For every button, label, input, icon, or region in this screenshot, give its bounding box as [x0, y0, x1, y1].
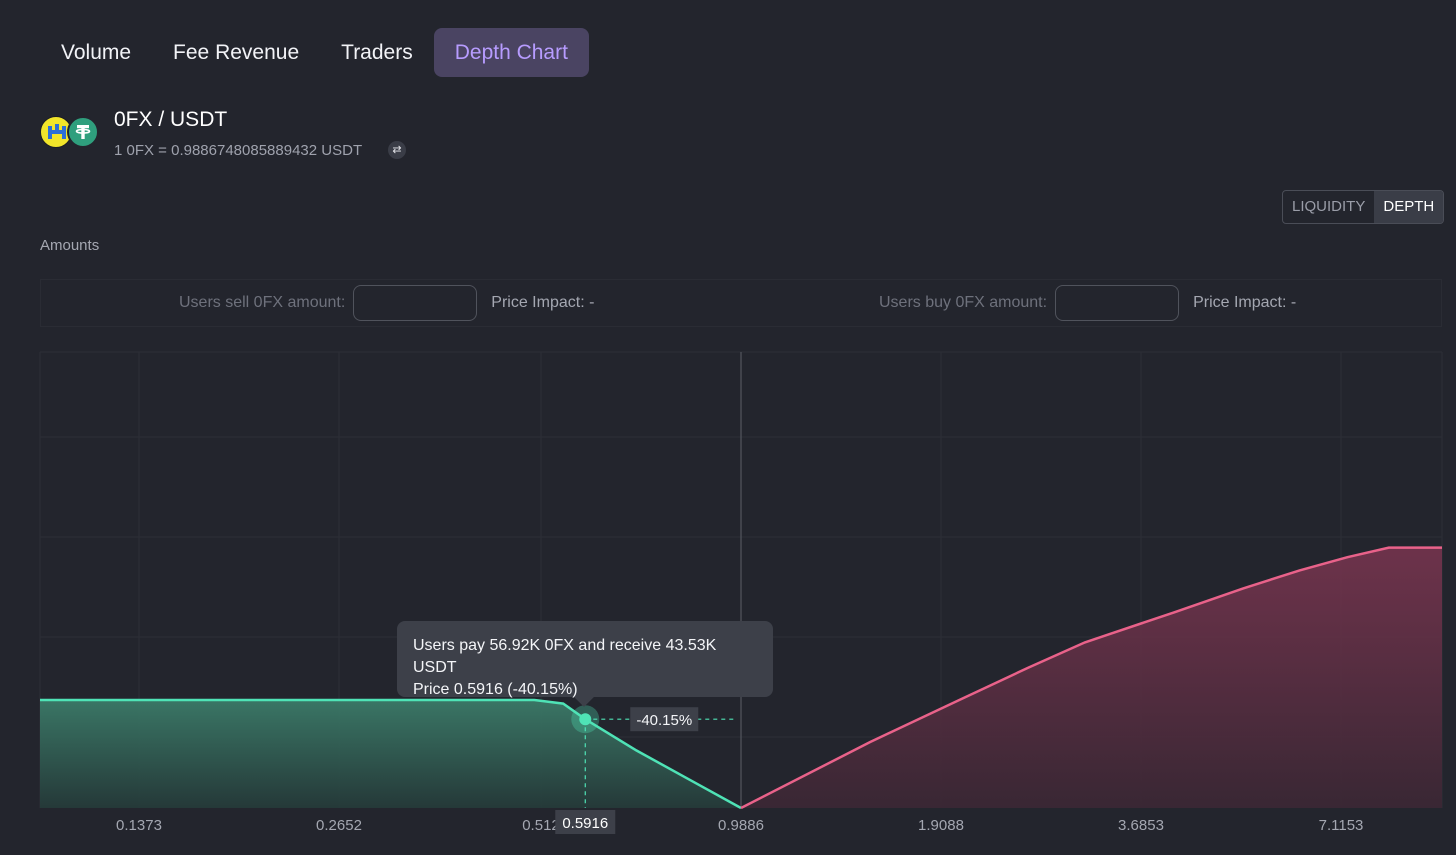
tab-depth-chart[interactable]: Depth Chart: [433, 28, 589, 77]
view-toggle: LIQUIDITY DEPTH: [1282, 190, 1445, 224]
toggle-liquidity[interactable]: LIQUIDITY: [1292, 198, 1366, 215]
x-tick-label: 1.9088: [918, 817, 964, 834]
x-tick-label: 7.1153: [1319, 817, 1364, 834]
tab-fee-revenue[interactable]: Fee Revenue: [173, 41, 300, 64]
tooltip-line-2: Price 0.5916 (-40.15%): [413, 681, 578, 698]
sell-control: Users sell 0FX amount: Price Impact: -: [179, 280, 594, 326]
sell-amount-input[interactable]: [353, 285, 478, 321]
depth-chart[interactable]: -40.15% 0.1373 0.2652 0.512 0.9886 1.9088 3.68…: [0, 340, 1456, 855]
tab-traders[interactable]: Traders: [341, 41, 413, 64]
buy-amount-input[interactable]: [1055, 285, 1180, 321]
hover-point: [579, 713, 592, 726]
ask-area: [741, 547, 1442, 808]
impact-label-bg: [630, 707, 699, 732]
impact-label: -40.15%: [636, 712, 692, 729]
tooltip-line-1: Users pay 56.92K 0FX and receive 43.53K …: [413, 637, 717, 676]
sell-price-impact: Price Impact: -: [491, 294, 595, 311]
tab-volume[interactable]: Volume: [61, 41, 132, 64]
hover-x-label: 0.5916: [562, 815, 608, 832]
buy-control: Users buy 0FX amount: Price Impact: -: [879, 280, 1296, 326]
swap-arrows-icon[interactable]: ⇄: [388, 141, 406, 159]
amount-controls: Users sell 0FX amount: Price Impact: - U…: [40, 279, 1442, 327]
ask-line: [740, 546, 1442, 810]
bid-line: [40, 698, 742, 810]
x-tick-label: 0.9886: [718, 817, 764, 834]
toggle-depth[interactable]: DEPTH: [1374, 191, 1444, 223]
depth-tooltip: Users pay 56.92K 0FX and receive 43.53K …: [397, 621, 773, 698]
x-tick-label: 0.512: [522, 817, 560, 834]
buy-amount-label: Users buy 0FX amount:: [879, 294, 1048, 311]
sell-amount-label: Users sell 0FX amount:: [179, 294, 346, 311]
hover-x-label-bg: [555, 810, 616, 834]
amounts-label: Amounts: [40, 237, 100, 254]
pair-title: 0FX / USDT: [114, 108, 228, 131]
x-tick-label: 0.1373: [116, 817, 162, 834]
0fx-token-icon: [40, 116, 72, 148]
tab-bar: Volume Fee Revenue Traders Depth Chart: [40, 28, 589, 77]
pair-rate: 1 0FX = 0.9886748085889432 USDT: [114, 142, 363, 159]
bid-area: [40, 700, 741, 808]
buy-price-impact: Price Impact: -: [1193, 294, 1297, 311]
pair-header: 0FX / USDT 1 0FX = 0.9886748085889432 US…: [40, 108, 640, 168]
x-tick-label: 0.2652: [316, 817, 362, 834]
usdt-token-icon: [67, 116, 99, 148]
x-tick-label: 3.6853: [1118, 817, 1164, 834]
